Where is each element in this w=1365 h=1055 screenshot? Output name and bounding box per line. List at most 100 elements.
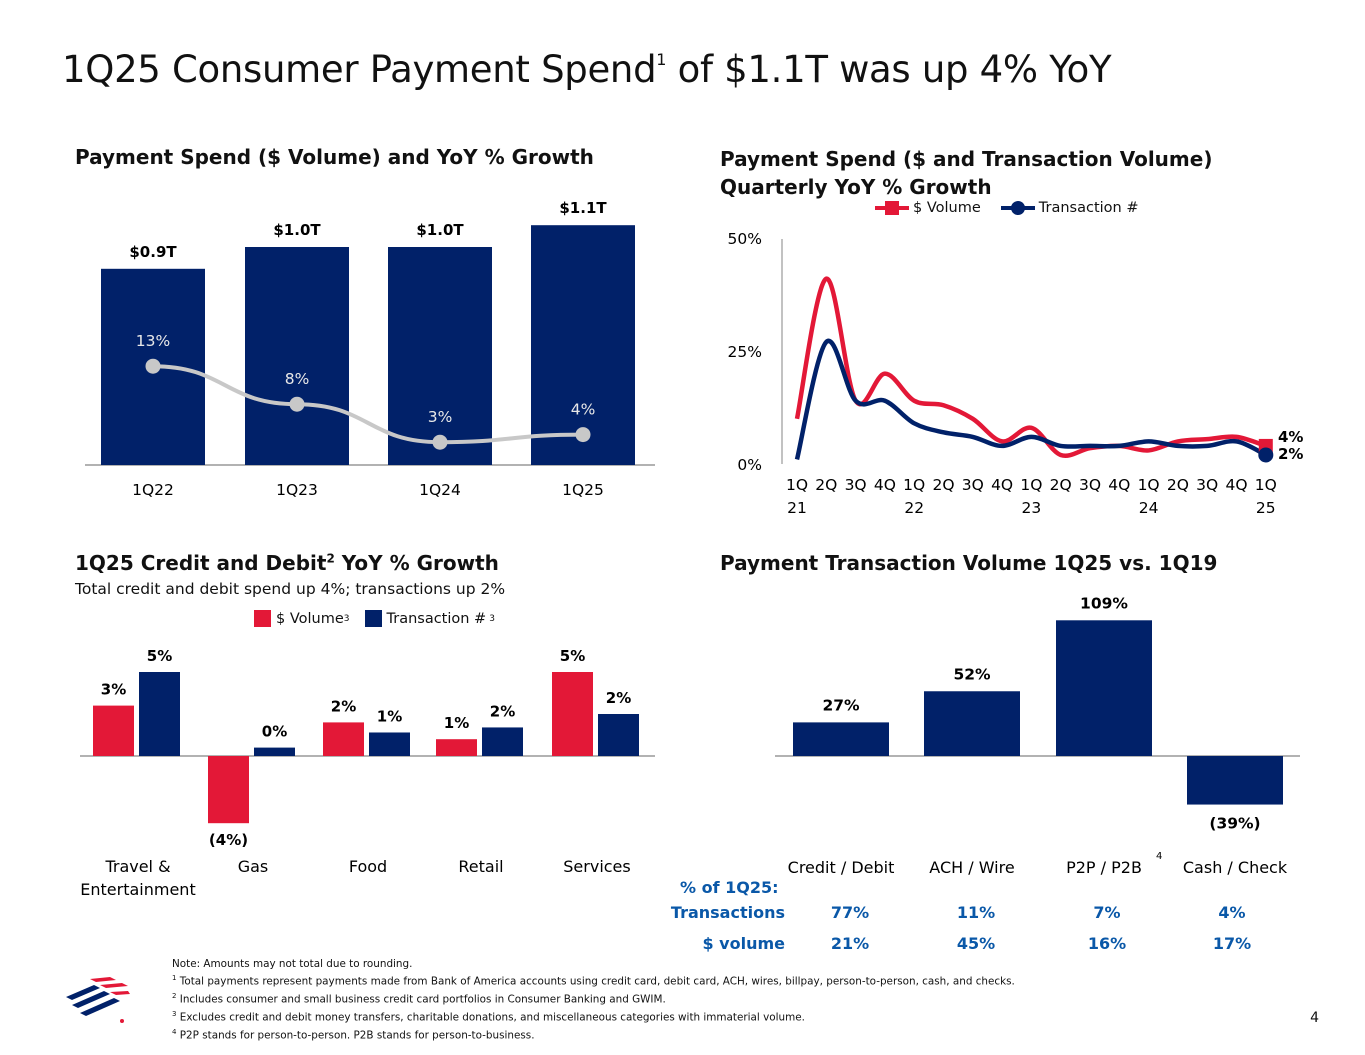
pct-table-header: % of 1Q25: bbox=[680, 878, 779, 897]
bar-3 bbox=[1187, 756, 1283, 805]
bar-1Q24 bbox=[388, 247, 492, 465]
bar-1Q25 bbox=[531, 225, 635, 465]
x-tick-label: 1Q22 bbox=[132, 481, 174, 499]
bar-value-label: $1.0T bbox=[416, 221, 464, 239]
x-tick-label: 1Q23 bbox=[276, 481, 318, 499]
legend-volume-label: $ Volume bbox=[913, 200, 981, 216]
bar-value-label: 2% bbox=[490, 702, 515, 720]
bar-0 bbox=[793, 722, 889, 756]
x-tick-label: 1Q bbox=[1255, 476, 1277, 494]
x-category-label: Travel & bbox=[104, 857, 170, 876]
pct-table-cell: 11% bbox=[956, 903, 996, 922]
pct-table-cell: 16% bbox=[1087, 934, 1127, 953]
x-tick-label: 1Q bbox=[903, 476, 925, 494]
y-tick-label: 25% bbox=[728, 343, 762, 361]
bar-value-label: 5% bbox=[147, 647, 172, 665]
legend-volume-symbol bbox=[875, 201, 909, 215]
x-tick-label: 3Q bbox=[1196, 476, 1218, 494]
growth-label: 8% bbox=[285, 370, 310, 388]
footnote-2: 2 Includes consumer and small business c… bbox=[172, 992, 666, 1006]
pct-table-cell: 21% bbox=[830, 934, 870, 953]
bar-value-label: 109% bbox=[1080, 594, 1128, 612]
legend-transaction-swatch bbox=[364, 610, 382, 627]
x-tick-label: 2Q bbox=[815, 476, 837, 494]
growth-point bbox=[432, 434, 448, 450]
bar-1 bbox=[924, 691, 1020, 756]
x-tick-label: 4Q bbox=[991, 476, 1013, 494]
x-year-label: 22 bbox=[904, 499, 924, 517]
bar-value-label: $1.0T bbox=[273, 221, 321, 239]
x-year-label: 25 bbox=[1256, 499, 1276, 517]
x-tick-label: 1Q bbox=[786, 476, 808, 494]
transaction-volume-chart: 27% Credit / Debit 52% ACH / Wire 109% P2P / … bbox=[775, 594, 1300, 877]
pct-table-cell: 7% bbox=[1093, 903, 1121, 922]
chart3-subtitle: Total credit and debit spend up 4%; tran… bbox=[75, 580, 506, 598]
bar-2 bbox=[1056, 620, 1152, 756]
credit-debit-growth-chart: 3% 5% Travel & Entertainment (4%) 0% Gas 2% 1% Fo… bbox=[80, 647, 655, 899]
pct-row-label-volume: $ volume bbox=[702, 934, 785, 953]
volume-line bbox=[794, 276, 1267, 458]
x-tick-label: 2Q bbox=[1167, 476, 1189, 494]
bar-value-label: 52% bbox=[953, 665, 991, 683]
chart1-title: Payment Spend ($ Volume) and YoY % Growt… bbox=[75, 145, 594, 169]
footnotes: Note: Amounts may not total due to round… bbox=[172, 957, 1015, 1042]
x-tick-label: 4Q bbox=[874, 476, 896, 494]
spend-volume-chart: $0.9T 1Q22 $1.0T 1Q23 $1.0T 1Q24 $1.1T 1Q25 13% 8… bbox=[85, 199, 655, 499]
chart2-title: Payment Spend ($ and Transaction Volume)… bbox=[720, 147, 1213, 199]
x-category-label: Food bbox=[349, 857, 387, 876]
transaction-bar-4 bbox=[598, 714, 639, 756]
x-tick-label: 4Q bbox=[1225, 476, 1247, 494]
transaction-end-label: 2% bbox=[1278, 445, 1303, 463]
x-tick-label: 3Q bbox=[1079, 476, 1101, 494]
chart2-legend: $ Volume Transaction # bbox=[875, 200, 1138, 216]
pct-table-cell: 77% bbox=[830, 903, 870, 922]
transaction-bar-0 bbox=[139, 672, 180, 756]
footnote-lead: Note: Amounts may not total due to round… bbox=[172, 958, 413, 970]
transaction-bar-1 bbox=[254, 747, 295, 756]
x-category-label: ACH / Wire bbox=[929, 858, 1014, 877]
footnote-3: 3 Excludes credit and debit money transf… bbox=[172, 1009, 805, 1024]
x-tick-label: 1Q bbox=[1138, 476, 1160, 494]
x-category-label: Cash / Check bbox=[1183, 858, 1288, 877]
bar-value-label: 27% bbox=[822, 696, 860, 714]
growth-point bbox=[289, 396, 305, 412]
transaction-end-marker bbox=[1258, 447, 1274, 463]
bar-value-label: $0.9T bbox=[129, 243, 177, 261]
x-category-label: Services bbox=[563, 857, 630, 876]
growth-line bbox=[152, 364, 584, 445]
pct-row-label-transactions: Transactions bbox=[670, 903, 785, 922]
volume-bar-0 bbox=[93, 705, 134, 756]
transaction-bar-3 bbox=[482, 727, 523, 756]
growth-point bbox=[145, 358, 161, 374]
x-tick-label: 2Q bbox=[932, 476, 954, 494]
x-tick-label: 1Q24 bbox=[419, 481, 461, 499]
legend-volume-swatch bbox=[254, 610, 271, 627]
x-tick-label: 2Q bbox=[1050, 476, 1072, 494]
x-category-label: P2P / P2B bbox=[1066, 858, 1142, 877]
legend-transaction-label: Transaction # bbox=[1038, 200, 1139, 216]
bar-value-label: 2% bbox=[331, 697, 356, 715]
bar-value-label: (39%) bbox=[1209, 815, 1260, 833]
footnote-1: 1 Total payments represent payments made… bbox=[172, 974, 1015, 988]
x-category-label: Credit / Debit bbox=[788, 858, 895, 877]
chart4-title: Payment Transaction Volume 1Q25 vs. 1Q19 bbox=[720, 551, 1218, 575]
x-tick-label: 1Q bbox=[1020, 476, 1042, 494]
bar-value-label: (4%) bbox=[209, 831, 248, 849]
legend-volume-label: $ Volume bbox=[276, 610, 344, 627]
legend-transaction-symbol bbox=[1000, 201, 1035, 215]
x-year-label: 21 bbox=[787, 499, 807, 517]
legend-transaction-label: Transaction # bbox=[386, 610, 487, 627]
bar-1Q23 bbox=[245, 247, 349, 465]
pct-table-cell: 45% bbox=[956, 934, 996, 953]
bar-value-label: $1.1T bbox=[559, 199, 607, 217]
x-year-label: 23 bbox=[1022, 499, 1042, 517]
category-superscript: 4 bbox=[1156, 851, 1162, 862]
pct-table-cell: 4% bbox=[1218, 903, 1246, 922]
x-year-label: 24 bbox=[1139, 499, 1159, 517]
bar-value-label: 2% bbox=[606, 689, 631, 707]
x-category-label: Entertainment bbox=[80, 880, 195, 899]
bar-value-label: 1% bbox=[377, 707, 402, 725]
volume-bar-1 bbox=[208, 756, 249, 824]
bar-value-label: 1% bbox=[444, 714, 469, 732]
footnote-4: 4 P2P stands for person-to-person. P2B s… bbox=[172, 1027, 535, 1042]
